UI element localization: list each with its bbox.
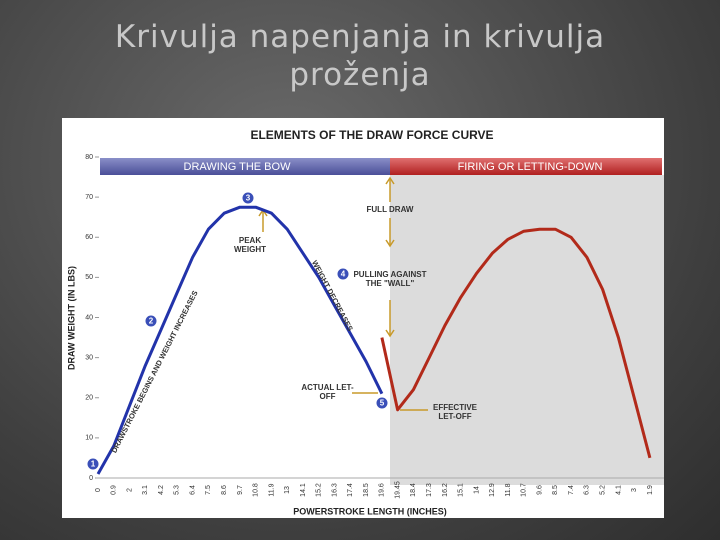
y-tick-label: 30 bbox=[85, 354, 93, 361]
x-tick-label: 12.9 bbox=[489, 483, 496, 497]
x-tick-label: 8.6 bbox=[221, 485, 228, 495]
marker-label: 1 bbox=[91, 460, 96, 469]
x-tick-label: 17.3 bbox=[426, 483, 433, 497]
y-tick-label: 60 bbox=[85, 234, 93, 241]
marker-label: 2 bbox=[149, 317, 154, 326]
x-tick-label: 9.7 bbox=[237, 485, 244, 495]
marker-label: 4 bbox=[341, 270, 346, 279]
firing-zone bbox=[390, 175, 664, 485]
x-tick-label: 1.9 bbox=[647, 485, 654, 495]
x-tick-label: 14.1 bbox=[300, 483, 307, 497]
x-tick-label: 7.4 bbox=[568, 485, 575, 495]
x-tick-label: 7.5 bbox=[205, 485, 212, 495]
x-tick-label: 9.6 bbox=[536, 485, 543, 495]
slide-title: Krivulja napenjanja in krivulja proženja bbox=[114, 19, 606, 93]
x-tick-label: 13 bbox=[284, 486, 291, 494]
marker-circle bbox=[144, 314, 158, 328]
arrows bbox=[258, 176, 428, 411]
y-tick-label: 80 bbox=[85, 154, 93, 161]
phase-label: DRAWING THE BOW bbox=[184, 161, 292, 173]
x-tick-label: 5.2 bbox=[599, 485, 606, 495]
x-tick-label: 10.8 bbox=[253, 483, 260, 497]
y-tick-label: 10 bbox=[85, 435, 93, 442]
y-tick-label: 40 bbox=[85, 314, 93, 321]
x-tick-label: 17.4 bbox=[347, 483, 354, 497]
x-tick-label: 3.1 bbox=[142, 485, 149, 495]
y-tick-label: 70 bbox=[85, 194, 93, 201]
y-tick-label: 50 bbox=[85, 274, 93, 281]
annotation: ACTUAL LET-OFF bbox=[301, 383, 354, 401]
x-tick-label: 3 bbox=[631, 488, 638, 492]
x-tick-label: 16.3 bbox=[331, 483, 338, 497]
x-tick-label: 18.4 bbox=[410, 483, 417, 497]
x-axis-label: POWERSTROKE LENGTH (INCHES) bbox=[293, 506, 447, 516]
x-tick-label: 0 bbox=[95, 488, 102, 492]
y-tick-label: 20 bbox=[85, 395, 93, 402]
y-axis-label: DRAW WEIGHT (IN LBS) bbox=[66, 266, 76, 370]
phase-banner bbox=[390, 158, 662, 175]
annotation: EFFECTIVE LET-OFF bbox=[432, 403, 477, 421]
marker-circle bbox=[336, 267, 350, 281]
marker-circle bbox=[241, 191, 255, 205]
marker-label: 3 bbox=[246, 194, 251, 203]
y-tick-label: 0 bbox=[89, 475, 93, 482]
x-tick-label: 19.6 bbox=[379, 483, 386, 497]
x-tick-label: 18.5 bbox=[363, 483, 370, 497]
x-tick-label: 4.1 bbox=[615, 485, 622, 495]
x-tick-label: 4.2 bbox=[158, 485, 165, 495]
x-tick-label: 11.9 bbox=[268, 483, 275, 496]
x-tick-label: 19.45 bbox=[394, 481, 401, 499]
marker-circle bbox=[375, 396, 389, 410]
x-tick-label: 8.5 bbox=[552, 485, 559, 495]
annotation: PULLING AGAINST THE "WALL" bbox=[353, 270, 427, 288]
x-tick-label: 15.1 bbox=[458, 483, 465, 497]
x-tick-label: 10.7 bbox=[521, 483, 528, 497]
x-tick-label: 0.9 bbox=[111, 485, 118, 495]
x-tick-label: 16.2 bbox=[442, 483, 449, 497]
annotation: FULL DRAW bbox=[366, 205, 414, 214]
x-tick-label: 2 bbox=[126, 488, 133, 492]
marker-label: 5 bbox=[380, 399, 385, 408]
x-tick-label: 14 bbox=[473, 486, 480, 494]
annotation: PEAK WEIGHT bbox=[234, 236, 266, 254]
phase-label: FIRING OR LETTING-DOWN bbox=[458, 161, 603, 173]
marker-circle bbox=[86, 457, 100, 471]
data-line bbox=[380, 227, 652, 459]
x-tick-label: 11.8 bbox=[505, 483, 512, 496]
x-tick-label: 6.3 bbox=[584, 485, 591, 495]
x-tick-label: 6.4 bbox=[189, 485, 196, 495]
data-line bbox=[96, 205, 384, 475]
x-tick-label: 5.3 bbox=[174, 485, 181, 495]
phase-banner bbox=[100, 158, 390, 175]
chart-title: ELEMENTS OF THE DRAW FORCE CURVE bbox=[250, 128, 493, 142]
x-tick-label: 15.2 bbox=[316, 483, 323, 497]
